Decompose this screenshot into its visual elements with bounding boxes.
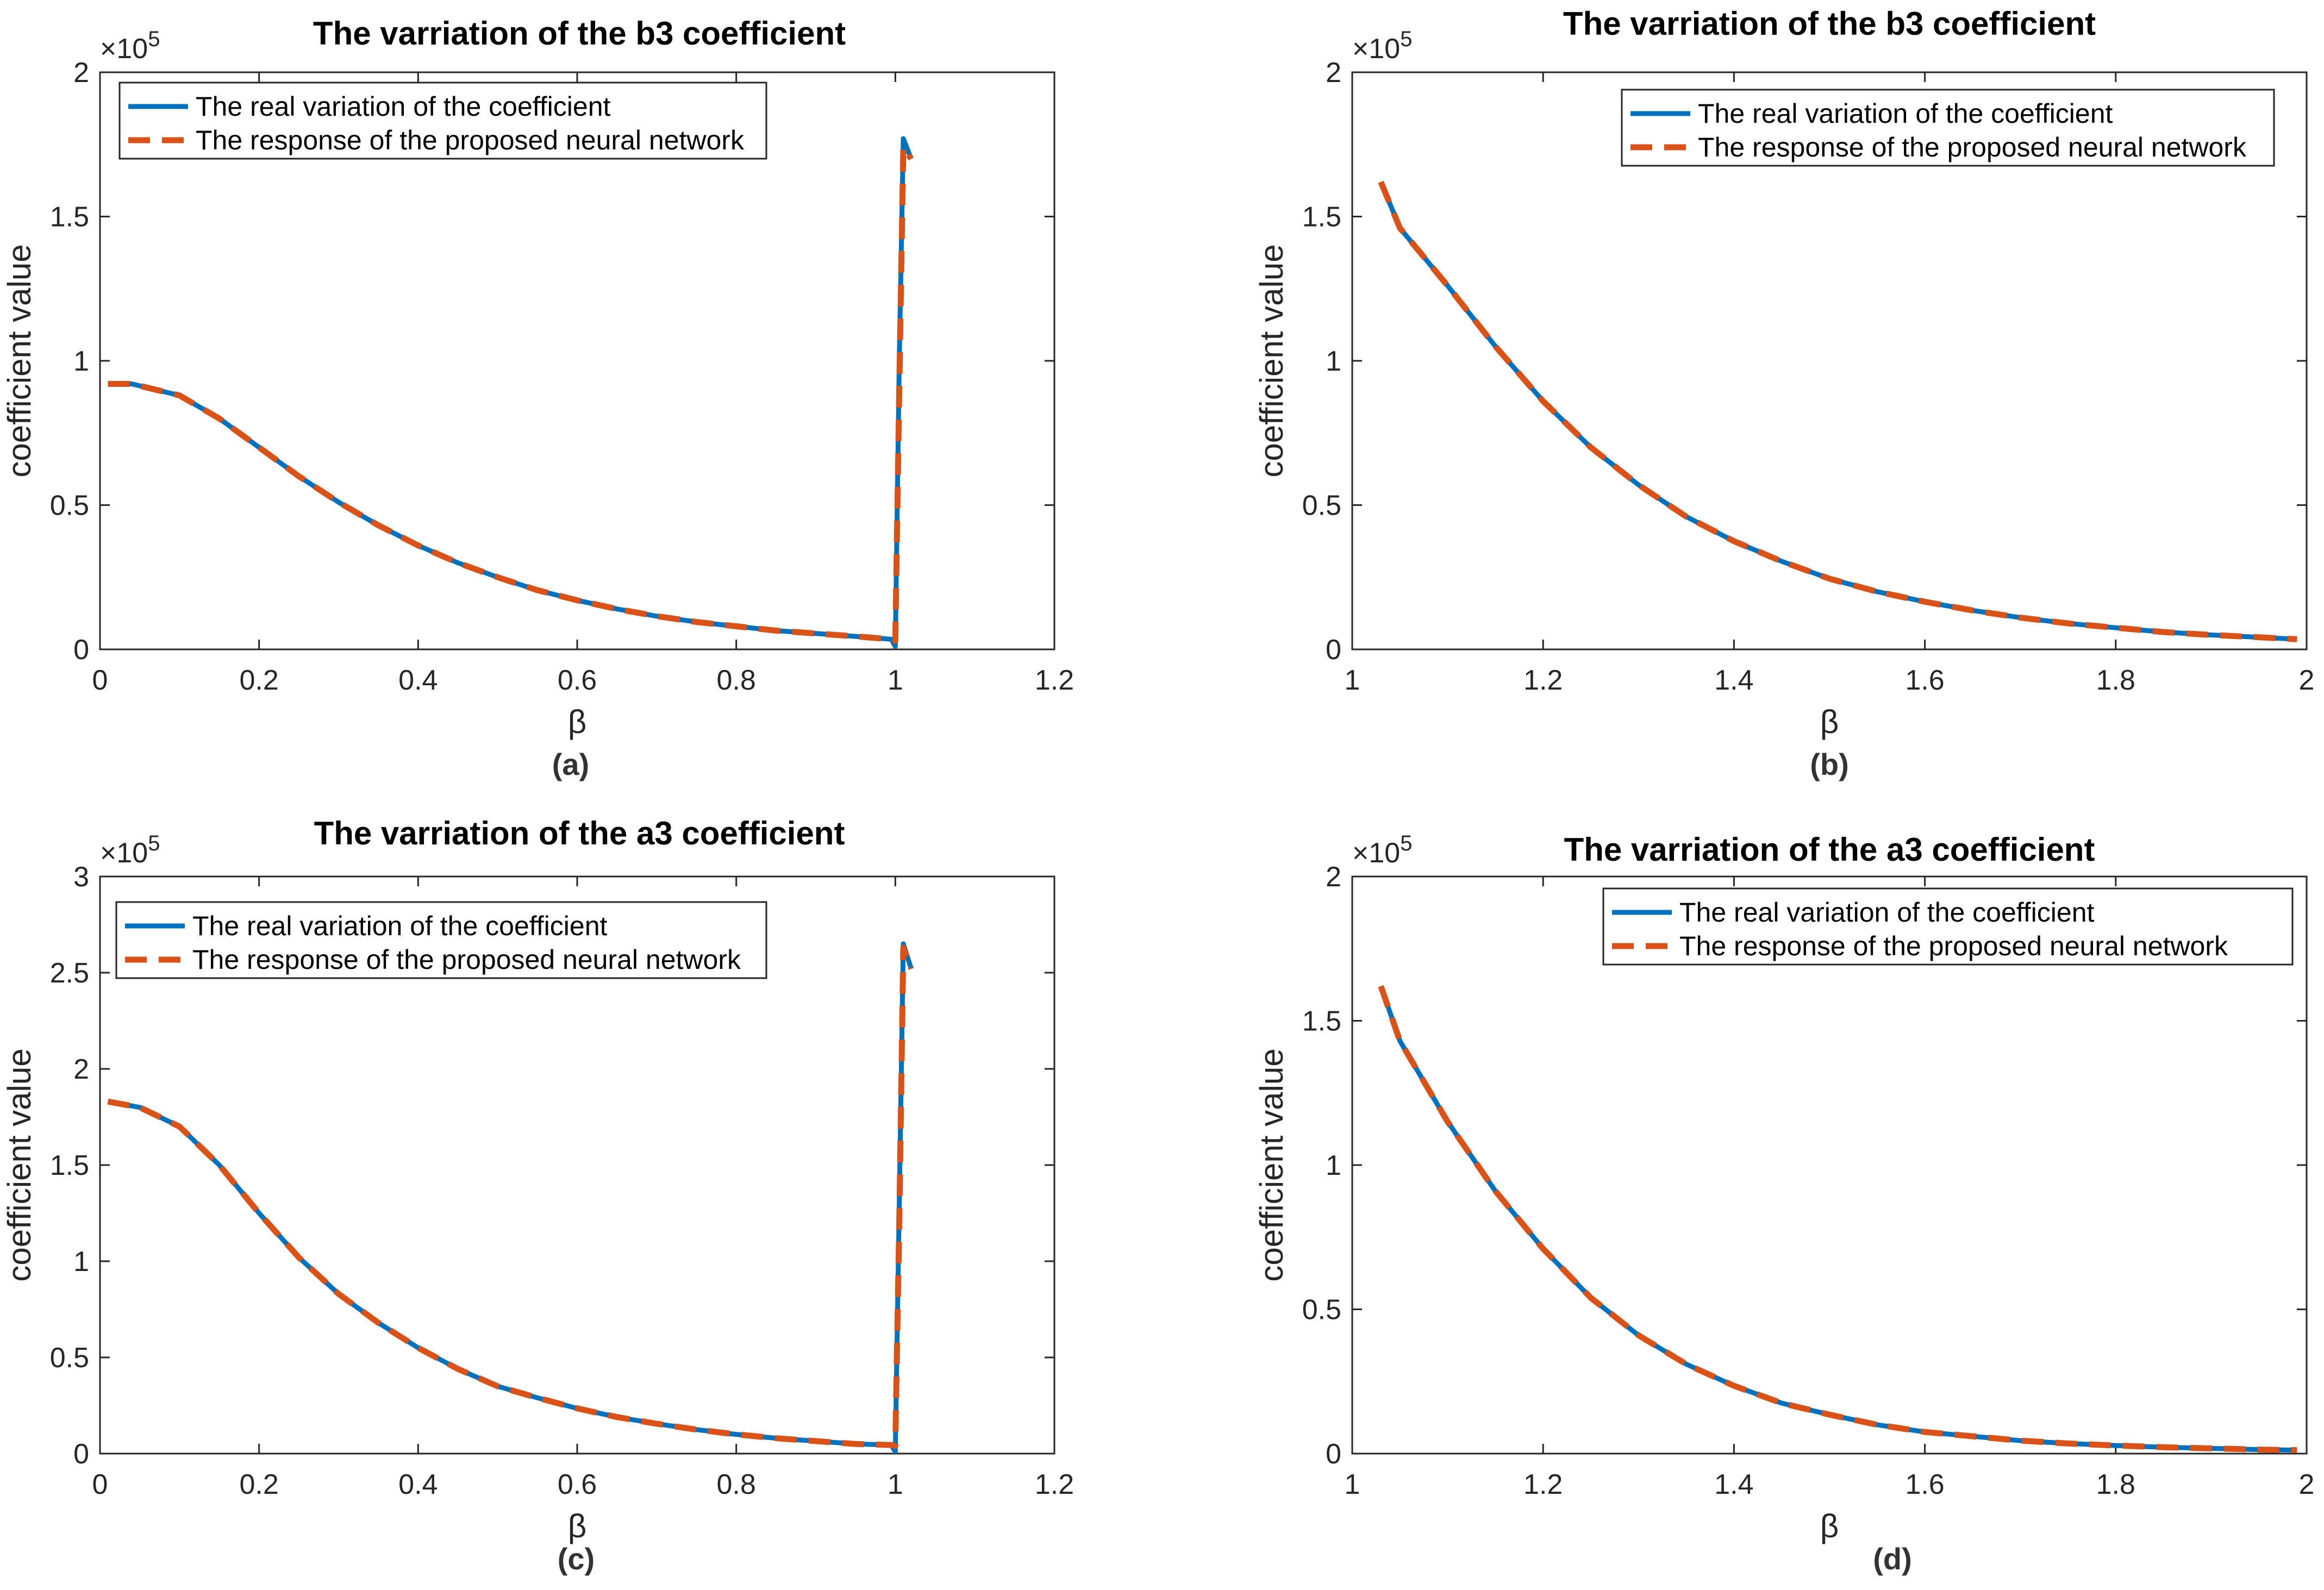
x-tick-label: 2 [2299,1469,2315,1500]
x-tick-label: 1 [1345,665,1360,696]
x-tick-label: 1.2 [1035,665,1074,696]
x-tick-label: 0.4 [398,1469,438,1500]
x-tick-label: 0.2 [240,665,279,696]
y-tick-label: 1 [1326,346,1341,377]
series-line-real [107,941,914,1454]
y-tick-label: 0 [1326,1438,1341,1470]
x-axis-label: β [568,1508,587,1544]
x-axis-label: β [1820,1508,1839,1544]
x-tick-label: 1.2 [1035,1469,1074,1500]
legend: The real variation of the coefficientThe… [115,901,767,979]
y-exponent-label: ×105 [1352,831,1412,869]
y-tick-label: 0 [1326,634,1341,666]
y-tick-label: 2 [73,1054,89,1085]
panel-caption: (a) [552,747,589,781]
legend-entry: The real variation of the coefficient [192,911,608,941]
x-tick-label: 1.4 [1714,665,1753,696]
x-tick-label: 0.6 [558,1469,597,1500]
x-tick-label: 1.8 [2096,665,2135,696]
panel-b: 1 1.2 1.4 1.6 1.8 2 0 0.5 1 1.5 2 ×105 β coefficient … [1253,5,2314,781]
y-axis-label: coefficient value [1,1048,38,1281]
y-tick-label: 0 [73,634,89,666]
y-tick-label: 2.5 [50,957,89,989]
y-tick-label: 2 [1326,861,1341,893]
x-tick-label: 2 [2299,665,2315,696]
x-tick-label: 1.4 [1714,1469,1753,1500]
x-tick-label: 1 [888,665,903,696]
legend: The real variation of the coefficientThe… [118,82,767,160]
legend-entry: The real variation of the coefficient [1698,98,2113,129]
x-tick-label: 1.2 [1523,1469,1563,1500]
x-tick-label: 1.6 [1905,665,1944,696]
series-line-neural-network [1378,985,2297,1454]
y-axis-label: coefficient value [1253,1048,1290,1281]
panel-caption: (b) [1810,747,1849,781]
x-tick-label: 1.2 [1523,665,1563,696]
series-line-neural-network [107,944,914,1449]
y-exponent-label: ×105 [100,27,160,65]
y-tick-label: 1.5 [50,1150,89,1181]
legend-entry: The response of the proposed neural netw… [196,125,745,155]
y-tick-label: 3 [73,861,89,893]
x-axis-label: β [568,704,587,740]
y-axis-label: coefficient value [1253,244,1290,477]
legend-box [1621,89,2275,167]
x-tick-label: 1 [1345,1469,1360,1500]
legend-entry: The real variation of the coefficient [196,91,611,122]
y-tick-label: 1.5 [50,202,89,233]
x-tick-label: 0.4 [398,665,438,696]
y-axis-label: coefficient value [1,244,38,477]
legend-entry: The response of the proposed neural netw… [1679,931,2228,961]
chart-title: The varriation of the b3 coefficient [1563,5,2096,42]
y-tick-label: 1.5 [1302,202,1341,233]
x-tick-label: 1.8 [2096,1469,2135,1500]
x-tick-label: 0.8 [717,665,756,696]
y-tick-label: 0.5 [50,1342,89,1374]
legend-entry: The response of the proposed neural netw… [1698,132,2247,162]
series-line-neural-network [1378,180,2297,642]
y-tick-label: 2 [73,57,89,89]
legend-box [1602,887,2294,966]
y-tick-label: 0.5 [1302,1294,1341,1326]
legend: The real variation of the coefficientThe… [1621,89,2275,167]
y-tick-label: 1.5 [1302,1006,1341,1037]
chart-title: The varriation of the a3 coefficient [1564,831,2095,868]
y-tick-label: 0.5 [1302,490,1341,522]
y-tick-label: 1 [1326,1150,1341,1181]
series-line-neural-network [108,144,914,644]
x-tick-label: 0 [92,665,108,696]
legend-box [115,901,767,979]
series-line-real [108,136,914,649]
y-tick-label: 1 [73,346,89,377]
x-tick-label: 0.8 [717,1469,756,1500]
chart-title: The varriation of the a3 coefficient [314,815,845,852]
legend-entry: The response of the proposed neural netw… [192,944,741,975]
x-tick-label: 0 [92,1469,108,1500]
panel-caption: (d) [1873,1542,1912,1576]
y-tick-label: 0.5 [50,490,89,522]
panel-a: 0 0.2 0.4 0.6 0.8 1 1.2 0 0.5 1 1.5 2 ×105 β coefficie… [1,15,1074,781]
x-tick-label: 0.6 [558,665,597,696]
legend-entry: The real variation of the coefficient [1679,897,2095,928]
x-tick-label: 0.2 [240,1469,279,1500]
x-tick-label: 1 [888,1469,903,1500]
panel-caption: (c) [558,1542,595,1576]
x-tick-label: 1.6 [1905,1469,1944,1500]
series-line-real [1378,181,2297,642]
y-tick-label: 2 [1326,57,1341,89]
y-tick-label: 0 [73,1438,89,1470]
y-exponent-label: ×105 [1352,27,1412,65]
x-axis-label: β [1820,704,1839,740]
panel-c: 0 0.2 0.4 0.6 0.8 1 1.2 0 0.5 1 1.5 2 2.5 3 ×105 β coeff… [1,815,1074,1576]
legend: The real variation of the coefficientThe… [1602,887,2294,966]
y-exponent-label: ×105 [100,831,160,869]
chart-title: The varriation of the b3 coefficient [313,15,846,52]
panel-d: 1 1.2 1.4 1.6 1.8 2 0 0.5 1 1.5 2 ×105 β coefficient … [1253,831,2314,1576]
legend-box [118,82,767,160]
y-tick-label: 1 [73,1246,89,1278]
